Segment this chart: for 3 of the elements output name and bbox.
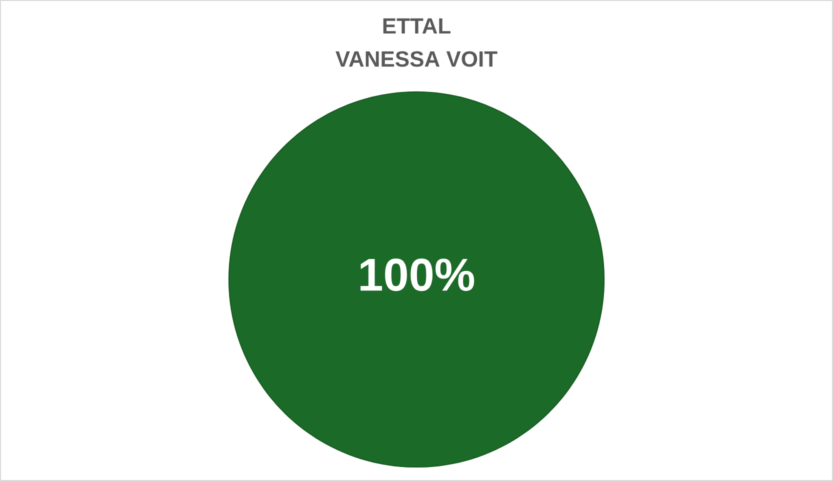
- chart-subtitle: VANESSA VOIT: [336, 51, 498, 67]
- chart-title: ETTAL: [383, 18, 450, 34]
- data-label: 100%: [360, 258, 474, 292]
